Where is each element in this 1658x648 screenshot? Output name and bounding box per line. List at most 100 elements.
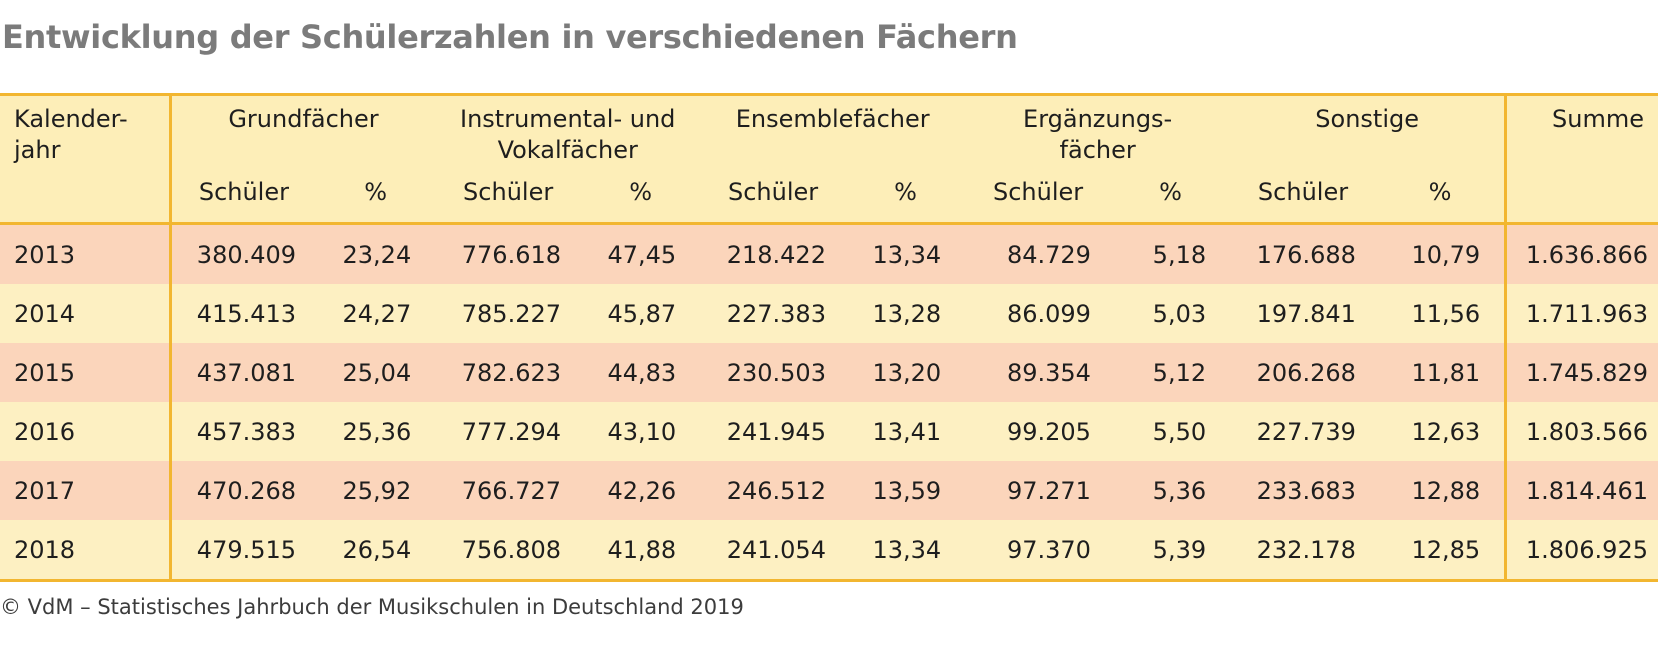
cell-schueler: 86.099 (1006, 299, 1091, 328)
header-group-ergaenzung: Ergänzungs-fächer (1023, 105, 1173, 164)
cell-schueler: 232.178 (1256, 535, 1356, 564)
cell-percent: 24,27 (342, 299, 412, 328)
cell-year: 2014 (14, 299, 76, 328)
cell-schueler: 206.268 (1256, 358, 1356, 387)
cell-schueler: 241.945 (726, 417, 826, 446)
cell-percent: 12,88 (1411, 476, 1481, 505)
cell-schueler: 227.739 (1256, 417, 1356, 446)
subheader-schueler: Schüler (463, 178, 554, 206)
source-footer: © VdM – Statistisches Jahrbuch der Musik… (0, 595, 744, 619)
subheader-percent: % (1428, 178, 1452, 206)
cell-year: 2015 (14, 358, 76, 387)
data-table-wrapper: Kalender- jahr Grundfächer Instrumental-… (0, 93, 1658, 582)
cell-percent: 10,79 (1411, 240, 1481, 269)
cell-schueler: 176.688 (1256, 240, 1356, 269)
cell-percent: 11,56 (1411, 299, 1481, 328)
cell-percent: 12,63 (1411, 417, 1481, 446)
cell-percent: 13,41 (872, 417, 942, 446)
cell-percent: 25,04 (342, 358, 412, 387)
cell-schueler: 479.515 (168, 520, 317, 581)
cell-schueler: 97.370 (1006, 535, 1091, 564)
subheader-percent: % (1159, 178, 1182, 206)
subheader-schueler: Schüler (168, 174, 317, 224)
cell-schueler: 241.054 (726, 535, 826, 564)
subheader-schueler: Schüler (992, 178, 1084, 206)
table-row: 2013 380.409 23,24 776.618 47,45 218.422 13,34… (0, 223, 1658, 284)
cell-schueler: 785.227 (461, 299, 562, 328)
cell-year: 2017 (14, 476, 76, 505)
table-row: 2016 457.383 25,36 777.294 43,10 241.945 13,41… (0, 402, 1658, 461)
table-row: 2015 437.081 25,04 782.623 44,83 230.503 13,20… (0, 343, 1658, 402)
cell-percent: 25,36 (342, 417, 412, 446)
header-sum: Summe (1504, 94, 1658, 224)
header-year: Kalender- jahr (0, 95, 170, 224)
cell-sum: 1.636.866 (1504, 223, 1658, 284)
cell-percent: 25,92 (342, 476, 412, 505)
cell-schueler: 776.618 (461, 240, 562, 269)
header-year-line2: jahr (14, 136, 61, 164)
cell-schueler: 218.422 (726, 240, 826, 269)
cell-percent: 5,36 (1152, 476, 1207, 505)
cell-schueler: 230.503 (726, 358, 826, 387)
cell-schueler: 99.205 (1006, 417, 1091, 446)
header-year-line1: Kalender- (14, 105, 128, 133)
cell-percent: 5,03 (1152, 299, 1207, 328)
cell-schueler: 227.383 (726, 299, 826, 328)
cell-schueler: 197.841 (1256, 299, 1356, 328)
header-group-ensemble: Ensemblefächer (735, 105, 930, 133)
cell-percent: 5,12 (1152, 358, 1207, 387)
cell-schueler: 246.512 (726, 476, 826, 505)
cell-percent: 43,10 (607, 417, 677, 446)
cell-percent: 13,28 (872, 299, 942, 328)
chart-title: Entwicklung der Schülerzahlen in verschi… (2, 18, 1018, 56)
subheader-schueler: Schüler (728, 178, 819, 206)
cell-year: 2016 (14, 417, 76, 446)
subheader-percent: % (364, 178, 388, 206)
data-table: Kalender- jahr Grundfächer Instrumental-… (0, 93, 1658, 582)
cell-percent: 5,50 (1152, 417, 1207, 446)
cell-percent: 47,45 (607, 240, 677, 269)
cell-percent: 42,26 (607, 476, 677, 505)
cell-percent: 44,83 (607, 358, 677, 387)
cell-percent: 13,34 (872, 535, 942, 564)
cell-percent: 23,24 (342, 240, 412, 269)
subheader-percent: % (629, 178, 652, 206)
cell-sum: 1.814.461 (1504, 461, 1658, 520)
table-row: 2014 415.413 24,27 785.227 45,87 227.383 13,28… (0, 284, 1658, 343)
cell-schueler: 89.354 (1006, 358, 1091, 387)
cell-schueler: 380.409 (168, 223, 317, 284)
subheader-schueler: Schüler (1257, 178, 1349, 206)
cell-schueler: 782.623 (461, 358, 562, 387)
cell-sum: 1.803.566 (1504, 402, 1658, 461)
cell-schueler: 233.683 (1256, 476, 1356, 505)
cell-percent: 11,81 (1411, 358, 1481, 387)
table-row: 2018 479.515 26,54 756.808 41,88 241.054 13,34… (0, 520, 1658, 581)
cell-sum: 1.745.829 (1504, 343, 1658, 402)
cell-year: 2013 (14, 240, 76, 269)
table-body: 2013 380.409 23,24 776.618 47,45 218.422 13,34… (0, 223, 1658, 581)
cell-schueler: 756.808 (461, 535, 562, 564)
cell-percent: 5,18 (1152, 240, 1207, 269)
cell-percent: 13,34 (872, 240, 942, 269)
cell-year: 2018 (14, 535, 76, 564)
cell-sum: 1.711.963 (1504, 284, 1658, 343)
cell-percent: 13,59 (872, 476, 942, 505)
header-group-instrumental: Instrumental- und Vokalfächer (460, 105, 676, 164)
cell-schueler: 777.294 (461, 417, 562, 446)
cell-schueler: 437.081 (168, 343, 317, 402)
cell-percent: 45,87 (607, 299, 677, 328)
cell-percent: 26,54 (342, 535, 412, 564)
cell-schueler: 415.413 (168, 284, 317, 343)
cell-sum: 1.806.925 (1504, 520, 1658, 581)
cell-schueler: 766.727 (461, 476, 562, 505)
header-group-sonstige: Sonstige (1315, 105, 1420, 133)
subheader-percent: % (894, 178, 917, 206)
header-group-grundfaecher: Grundfächer (168, 94, 436, 174)
cell-schueler: 97.271 (1006, 476, 1091, 505)
table-row: 2017 470.268 25,92 766.727 42,26 246.512 13,59… (0, 461, 1658, 520)
cell-schueler: 457.383 (168, 402, 317, 461)
cell-percent: 12,85 (1411, 535, 1481, 564)
cell-percent: 41,88 (607, 535, 677, 564)
cell-percent: 13,20 (872, 358, 942, 387)
cell-percent: 5,39 (1152, 535, 1207, 564)
